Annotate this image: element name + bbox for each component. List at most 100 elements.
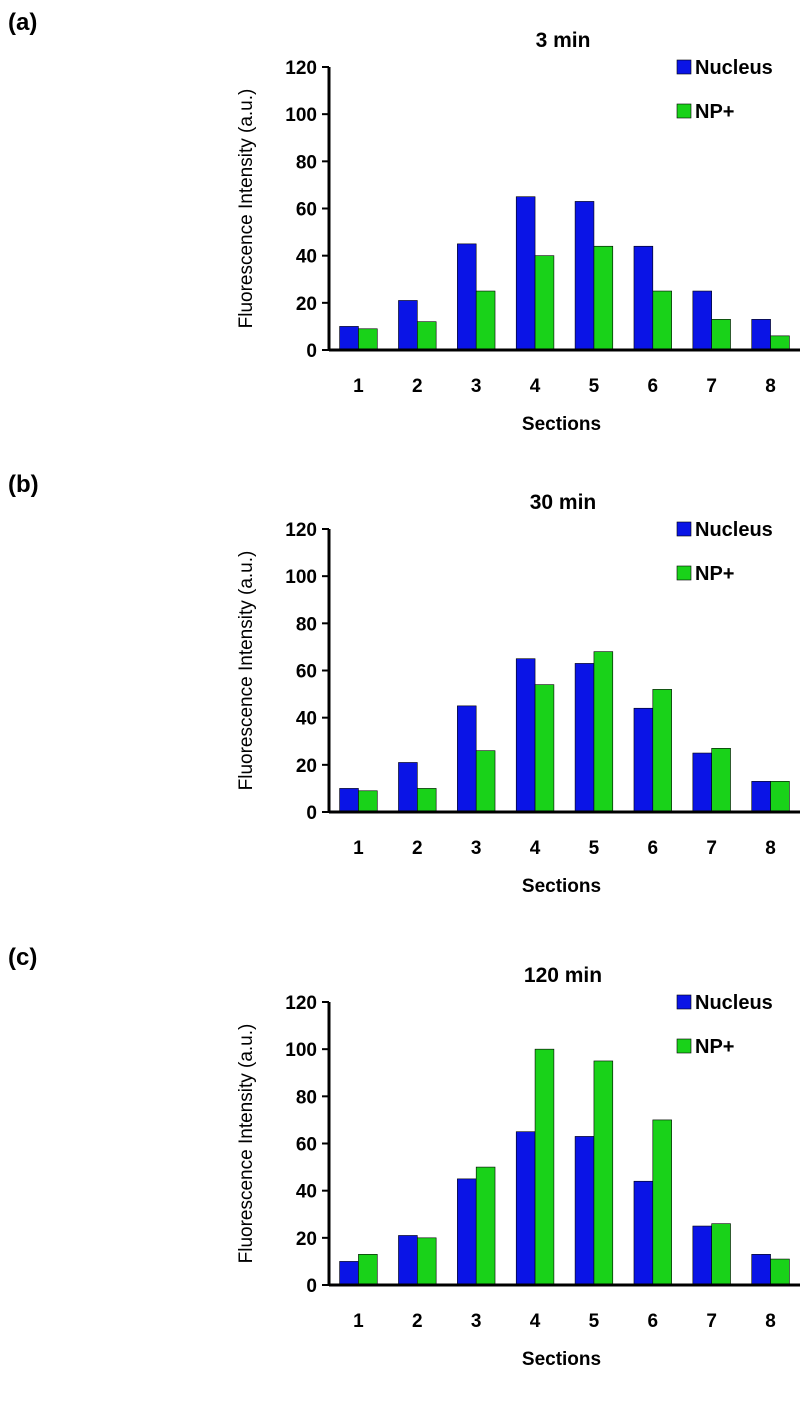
legend-label-np-plus: NP+ [695,563,734,585]
x-tick-label: 8 [765,838,776,859]
y-axis-label: Fluorescence Intensity (a.u.) [236,551,257,791]
legend-label-nucleus: Nucleus [695,992,773,1014]
x-tick-label: 5 [589,376,600,397]
bar-nucleus [574,1136,595,1286]
chart-title: 30 min [530,491,597,514]
x-tick-label: 7 [706,376,717,397]
y-axis-label: Fluorescence Intensity (a.u.) [236,89,257,329]
y-axis-label: Fluorescence Intensity (a.u.) [236,1024,257,1264]
panel-label: (a) [8,9,37,36]
y-tick-label: 80 [296,614,317,635]
x-tick-label: 6 [648,838,659,859]
y-tick-label: 60 [296,200,317,221]
bar-nucleus [751,1254,771,1286]
chart-panel: (a) 3 min Fluorescence Intensity (a.u.) Sec… [8,9,800,435]
x-tick-label: 3 [471,1311,482,1332]
bar-np-plus [534,255,555,351]
bar-np-plus [770,1258,790,1286]
bar-np-plus [711,748,731,813]
bar-nucleus [515,658,536,813]
bar-np-plus [475,290,496,351]
bar-nucleus [339,788,359,813]
bar-np-plus [417,321,437,351]
x-tick-label: 3 [471,838,482,859]
chart-panel: (c) 120 min Fluorescence Intensity (a.u.) S… [8,944,800,1370]
bar-nucleus [398,1235,418,1286]
bar-np-plus [770,781,790,813]
x-tick-label: 2 [412,1311,423,1332]
y-tick-label: 0 [306,803,317,824]
bar-nucleus [515,196,536,351]
x-tick-label: 1 [353,376,364,397]
bar-nucleus [633,245,654,351]
bar-np-plus [358,328,378,351]
bar-nucleus [398,762,418,813]
y-tick-label: 0 [306,341,317,362]
y-tick-label: 60 [296,1135,317,1156]
y-tick-label: 20 [296,294,317,315]
y-tick-label: 40 [296,709,317,730]
bar-nucleus [574,663,595,813]
bar-nucleus [339,326,359,351]
x-axis-label: Sections [522,876,601,897]
bar-np-plus [652,290,672,351]
bar-np-plus [593,245,614,351]
panel-label: (c) [8,944,37,971]
x-tick-label: 8 [765,376,776,397]
bar-nucleus [457,1178,477,1286]
bar-np-plus [475,750,496,813]
bar-np-plus [593,1060,614,1286]
bar-nucleus [398,300,418,351]
bar-np-plus [358,1254,378,1286]
x-tick-label: 7 [706,1311,717,1332]
legend-swatch-np-plus [676,565,692,581]
bar-nucleus [751,781,771,813]
bar-nucleus [515,1131,536,1286]
bar-np-plus [652,1119,672,1286]
legend-label-np-plus: NP+ [695,101,734,123]
x-tick-label: 7 [706,838,717,859]
legend-swatch-np-plus [676,1038,692,1054]
x-tick-label: 6 [648,1311,659,1332]
x-tick-label: 4 [530,376,541,397]
chart-panel: (b) 30 min Fluorescence Intensity (a.u.) Se… [8,471,800,897]
legend-label-nucleus: Nucleus [695,519,773,541]
x-tick-label: 2 [412,838,423,859]
y-tick-label: 20 [296,756,317,777]
legend-label-nucleus: Nucleus [695,57,773,79]
x-axis-label: Sections [522,1349,601,1370]
bar-np-plus [534,684,555,813]
legend-swatch-nucleus [676,994,692,1010]
bar-np-plus [711,319,731,351]
bar-nucleus [633,707,654,813]
bar-nucleus [692,752,712,813]
y-tick-label: 20 [296,1229,317,1250]
x-axis-label: Sections [522,414,601,435]
chart-title: 120 min [524,964,602,987]
legend-swatch-nucleus [676,521,692,537]
x-tick-label: 2 [412,376,423,397]
x-tick-label: 5 [589,838,600,859]
y-tick-label: 80 [296,1087,317,1108]
panel-label: (b) [8,471,39,498]
x-tick-label: 4 [530,1311,541,1332]
bar-np-plus [417,788,437,813]
bar-np-plus [770,335,790,351]
y-tick-label: 120 [285,58,317,79]
bar-np-plus [652,689,672,813]
bar-nucleus [633,1180,654,1286]
legend-label-np-plus: NP+ [695,1036,734,1058]
x-tick-label: 5 [589,1311,600,1332]
x-tick-label: 8 [765,1311,776,1332]
x-tick-label: 6 [648,376,659,397]
bar-nucleus [457,705,477,813]
y-tick-label: 100 [285,567,317,588]
bar-np-plus [417,1237,437,1286]
bar-np-plus [534,1048,555,1286]
x-tick-label: 4 [530,838,541,859]
bar-np-plus [358,790,378,813]
bar-np-plus [475,1166,496,1286]
bar-nucleus [692,1225,712,1286]
y-tick-label: 100 [285,105,317,126]
